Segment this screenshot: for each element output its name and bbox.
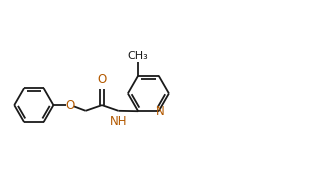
Text: CH₃: CH₃: [128, 51, 149, 61]
Text: NH: NH: [110, 115, 127, 128]
Text: O: O: [97, 73, 107, 86]
Text: O: O: [65, 99, 74, 112]
Text: N: N: [156, 105, 164, 118]
